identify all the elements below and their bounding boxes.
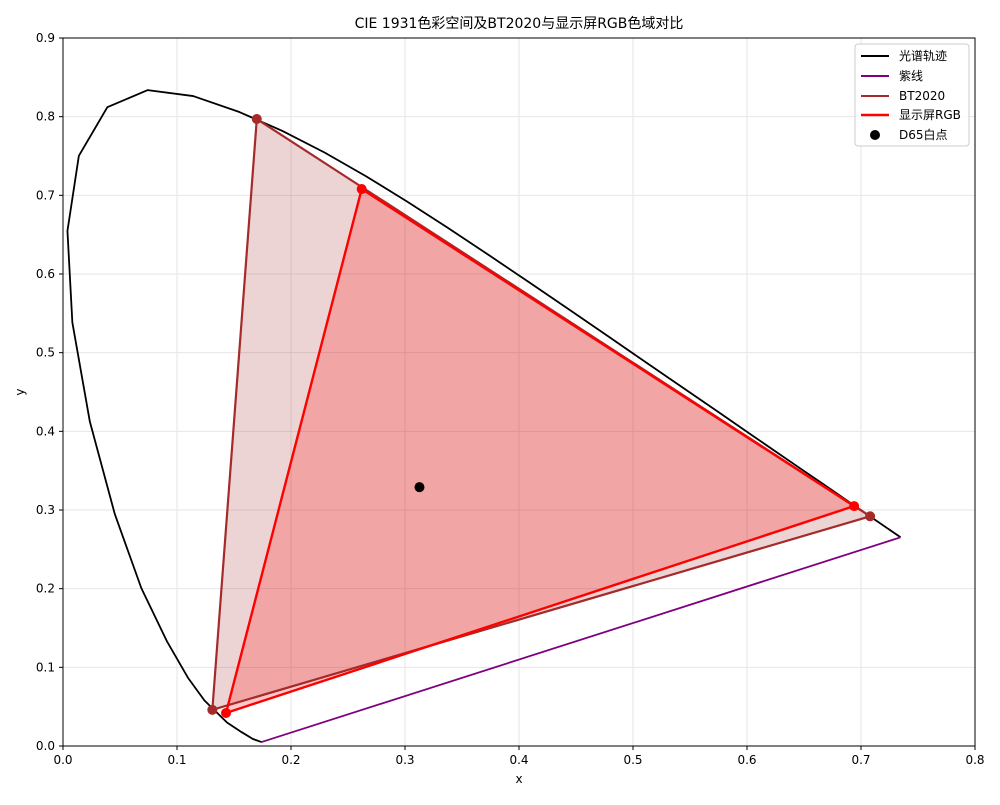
legend-label-white-point: D65白点 (899, 127, 948, 142)
x-tick-label-0-1: 0.1 (167, 753, 186, 767)
legend: 光谱轨迹 紫线 BT2020 显示屏RGB D65白点 (854, 43, 970, 147)
chart-title: CIE 1931色彩空间及BT2020与显示屏RGB色域对比 (355, 15, 684, 32)
bt2020-primary-red-point (865, 511, 876, 522)
y-tick-label-0-4: 0.4 (36, 424, 55, 438)
y-axis-label: y (13, 388, 27, 395)
legend-label-display-rgb: 显示屏RGB (899, 108, 961, 122)
display-rgb-primary-blue-point (221, 707, 232, 718)
y-tick-label-0-1: 0.1 (36, 660, 55, 674)
spectral-locus-line (66, 89, 902, 743)
marker-layer (207, 114, 876, 718)
display-rgb-primary-green-point (356, 184, 367, 195)
y-tick-label-0-6: 0.6 (36, 267, 55, 281)
x-tick-label-0-3: 0.3 (395, 753, 414, 767)
y-tick-label-0-7: 0.7 (36, 188, 55, 202)
y-tick-label-0-3: 0.3 (36, 503, 55, 517)
bt2020-primary-green-point (251, 114, 262, 125)
gamut-fill-layer (212, 119, 871, 713)
bt2020-primary-blue-point (207, 704, 218, 715)
d65-white-point (414, 482, 425, 493)
x-tick-label-0-5: 0.5 (623, 753, 642, 767)
y-tick-label-0-2: 0.2 (36, 582, 55, 596)
legend-swatch-white-point (870, 130, 880, 140)
legend-label-spectral-locus: 光谱轨迹 (899, 49, 947, 63)
y-tick-label-0-5: 0.5 (36, 346, 55, 360)
bt2020-gamut-fill (212, 119, 871, 710)
y-tick-label-0-9: 0.9 (36, 31, 55, 45)
y-tick-label-0-8: 0.8 (36, 110, 55, 124)
display-rgb-gamut-fill (226, 189, 855, 713)
series-layer (66, 89, 902, 743)
y-axis-ticks: 0.0 0.1 0.2 0.3 0.4 0.5 0.6 0.7 0.8 0.9 (36, 31, 63, 753)
x-tick-label-0-7: 0.7 (851, 753, 870, 767)
x-tick-label-0-2: 0.2 (281, 753, 300, 767)
x-tick-label-0-8: 0.8 (965, 753, 984, 767)
legend-frame (854, 43, 970, 147)
legend-label-purple-line: 紫线 (899, 69, 923, 83)
x-tick-label-0-6: 0.6 (737, 753, 756, 767)
x-tick-label-0-4: 0.4 (509, 753, 528, 767)
x-axis-label: x (515, 772, 522, 786)
y-tick-label-0-0: 0.0 (36, 739, 55, 753)
legend-label-bt2020: BT2020 (899, 89, 945, 103)
x-tick-label-0-0: 0.0 (53, 753, 72, 767)
display-rgb-triangle (224, 187, 856, 715)
display-rgb-primary-red-point (849, 501, 860, 512)
x-axis-ticks: 0.0 0.1 0.2 0.3 0.4 0.5 0.6 0.7 0.8 (53, 746, 985, 767)
purple-line (261, 536, 901, 743)
